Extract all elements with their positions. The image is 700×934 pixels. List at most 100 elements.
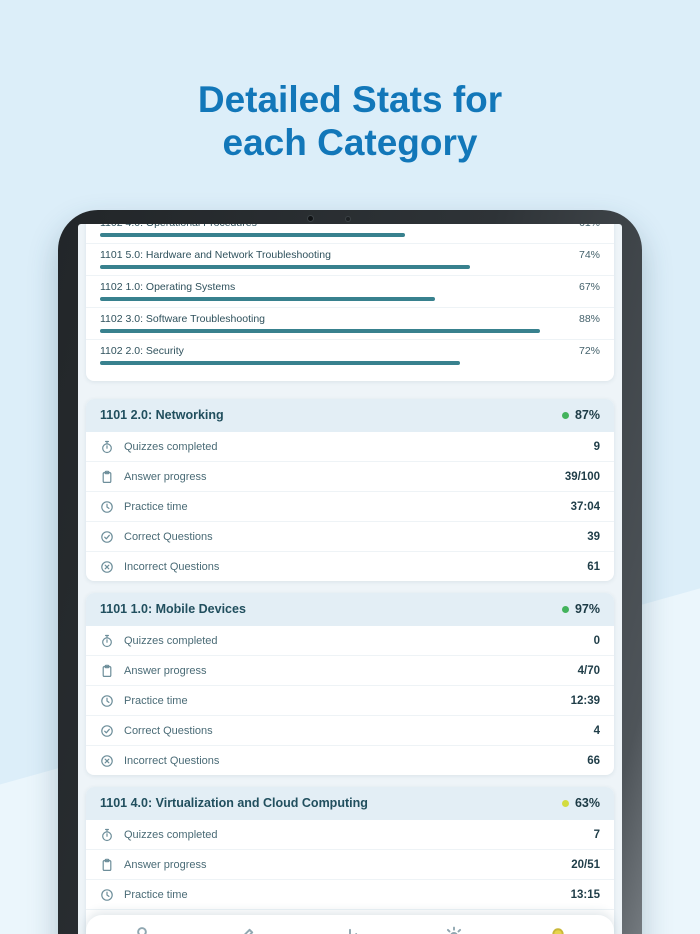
clipboard-icon (100, 664, 114, 678)
stat-row: Answer progress 4/70 (86, 655, 614, 685)
score-percent: 63% (574, 796, 600, 810)
progress-label: 1102 3.0: Software Troubleshooting (100, 313, 266, 325)
stat-label: Correct Questions (124, 724, 213, 737)
page-title: Detailed Stats for each Category (0, 78, 700, 164)
stat-value: 66 (587, 754, 600, 767)
pencil-icon[interactable] (235, 925, 257, 934)
progress-row: 1101 5.0: Hardware and Network Troublesh… (86, 243, 614, 275)
category-score: 97% (561, 602, 600, 617)
stopwatch-icon (100, 828, 114, 842)
category-stats-card: 1101 4.0: Virtualization and Cloud Compu… (86, 787, 614, 934)
stat-value: 37:04 (570, 500, 600, 513)
camera-icon (308, 216, 313, 221)
bottom-tab-bar (86, 915, 614, 934)
stat-row: Correct Questions 4 (86, 715, 614, 745)
stat-value: 7 (593, 828, 600, 841)
stat-value: 20/51 (571, 858, 600, 871)
x-circle-icon (100, 560, 114, 574)
progress-bar (100, 297, 435, 301)
progress-label: 1101 5.0: Hardware and Network Troublesh… (100, 249, 331, 261)
stat-row: Incorrect Questions 66 (86, 745, 614, 775)
progress-row: 1102 4.0: Operational Procedures 61% (86, 224, 614, 243)
stat-label: Quizzes completed (124, 634, 218, 647)
page-title-line1: Detailed Stats for (197, 79, 503, 120)
stat-value: 39 (587, 530, 600, 543)
progress-label: 1102 4.0: Operational Procedures (100, 224, 257, 229)
stopwatch-icon (100, 634, 114, 648)
stat-row: Answer progress 20/51 (86, 849, 614, 879)
score-dot-icon (561, 800, 569, 807)
progress-bar (100, 361, 460, 365)
stat-label: Correct Questions (124, 530, 213, 543)
person-icon[interactable] (131, 925, 153, 934)
stat-row: Incorrect Questions 61 (86, 551, 614, 581)
check-circle-icon (100, 530, 114, 544)
progress-bar (100, 265, 470, 269)
stat-row: Quizzes completed 7 (86, 820, 614, 849)
camera-sensor-icon (346, 217, 350, 221)
progress-bar (100, 233, 405, 237)
stat-value: 0 (593, 634, 600, 647)
stat-value: 12:39 (570, 694, 600, 707)
progress-label: 1102 1.0: Operating Systems (100, 281, 236, 293)
stat-value: 4 (593, 724, 600, 737)
stat-row: Quizzes completed 9 (86, 432, 614, 461)
progress-value: 72% (578, 345, 600, 357)
category-header: 1101 2.0: Networking 87% (86, 399, 614, 432)
gear-icon[interactable] (443, 925, 465, 934)
stat-row: Practice time 13:15 (86, 879, 614, 909)
category-title: 1101 4.0: Virtualization and Cloud Compu… (100, 796, 368, 810)
stat-value: 4/70 (577, 664, 600, 677)
category-header: 1101 4.0: Virtualization and Cloud Compu… (86, 787, 614, 820)
stat-label: Quizzes completed (124, 440, 218, 453)
category-progress-card: 1102 4.0: Operational Procedures 61% 110… (86, 224, 614, 381)
clipboard-icon (100, 470, 114, 484)
category-score: 63% (561, 796, 600, 811)
progress-value: 67% (578, 281, 600, 293)
stat-row: Practice time 37:04 (86, 491, 614, 521)
clock-icon (100, 888, 114, 902)
stat-label: Incorrect Questions (124, 754, 220, 767)
progress-label: 1102 2.0: Security (100, 345, 184, 357)
bar-chart-icon[interactable] (339, 925, 361, 934)
progress-value: 74% (578, 249, 600, 261)
tablet-device-frame: 1102 4.0: Operational Procedures 61% 110… (58, 210, 642, 934)
progress-value: 88% (578, 313, 600, 325)
category-stats-card: 1101 1.0: Mobile Devices 97% Quizzes com… (86, 593, 614, 775)
stat-row: Practice time 12:39 (86, 685, 614, 715)
stat-label: Incorrect Questions (124, 560, 220, 573)
stat-label: Answer progress (124, 470, 207, 483)
progress-row: 1102 3.0: Software Troubleshooting 88% (86, 307, 614, 339)
page-title-line2: each Category (222, 122, 478, 163)
category-header: 1101 1.0: Mobile Devices 97% (86, 593, 614, 626)
progress-row: 1102 2.0: Security 72% (86, 339, 614, 371)
clock-icon (100, 694, 114, 708)
category-stats-card: 1101 2.0: Networking 87% Quizzes complet… (86, 399, 614, 581)
stat-row: Answer progress 39/100 (86, 461, 614, 491)
category-title: 1101 2.0: Networking (100, 408, 224, 422)
stopwatch-icon (100, 440, 114, 454)
stat-row: Correct Questions 39 (86, 521, 614, 551)
stat-label: Quizzes completed (124, 828, 218, 841)
progress-value: 61% (579, 224, 600, 229)
score-dot-icon (561, 606, 569, 613)
score-dot-icon (561, 412, 569, 419)
progress-bar (100, 329, 540, 333)
app-screen[interactable]: 1102 4.0: Operational Procedures 61% 110… (78, 224, 622, 934)
score-percent: 87% (574, 408, 600, 422)
lightbulb-icon[interactable] (547, 925, 569, 934)
stat-row: Quizzes completed 0 (86, 626, 614, 655)
clipboard-icon (100, 858, 114, 872)
category-score: 87% (561, 408, 600, 423)
check-circle-icon (100, 724, 114, 738)
progress-row: 1102 1.0: Operating Systems 67% (86, 275, 614, 307)
stat-label: Practice time (124, 888, 188, 901)
stat-value: 13:15 (570, 888, 600, 901)
stat-label: Answer progress (124, 664, 207, 677)
clock-icon (100, 500, 114, 514)
stat-value: 61 (587, 560, 600, 573)
stat-label: Practice time (124, 500, 188, 513)
stat-label: Answer progress (124, 858, 207, 871)
stat-value: 39/100 (564, 470, 600, 483)
stat-value: 9 (593, 440, 600, 453)
